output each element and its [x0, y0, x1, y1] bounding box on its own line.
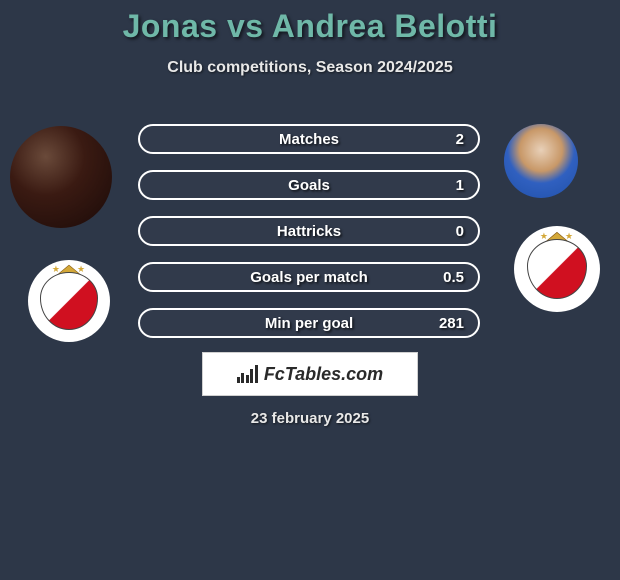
page-subtitle: Club competitions, Season 2024/2025	[0, 59, 620, 77]
footer-date: 23 february 2025	[0, 410, 620, 427]
stat-row: Matches 2	[138, 124, 480, 154]
stat-value-right: 0	[456, 223, 464, 240]
player-left-avatar	[10, 126, 112, 228]
shield-icon	[527, 239, 587, 299]
stat-label: Goals	[288, 177, 330, 194]
stat-label: Min per goal	[265, 315, 353, 332]
stat-value-right: 1	[456, 177, 464, 194]
stat-row: Goals per match 0.5	[138, 262, 480, 292]
stat-label: Hattricks	[277, 223, 341, 240]
stat-row: Hattricks 0	[138, 216, 480, 246]
stats-container: Matches 2 Goals 1 Hattricks 0 Goals per …	[138, 124, 480, 354]
team-right-crest: ★ ★ ★	[514, 226, 600, 312]
team-left-crest: ★ ★ ★	[28, 260, 110, 342]
branding-box: FcTables.com	[202, 352, 418, 396]
stat-label: Matches	[279, 131, 339, 148]
stat-value-right: 281	[439, 315, 464, 332]
stat-row: Goals 1	[138, 170, 480, 200]
stat-row: Min per goal 281	[138, 308, 480, 338]
stat-label: Goals per match	[250, 269, 368, 286]
stat-value-right: 2	[456, 131, 464, 148]
player-right-avatar	[504, 124, 578, 198]
shield-icon	[40, 272, 97, 329]
page-title: Jonas vs Andrea Belotti	[0, 0, 620, 45]
stat-value-right: 0.5	[443, 269, 464, 286]
branding-text: FcTables.com	[264, 364, 383, 385]
chart-bars-icon	[237, 365, 258, 383]
